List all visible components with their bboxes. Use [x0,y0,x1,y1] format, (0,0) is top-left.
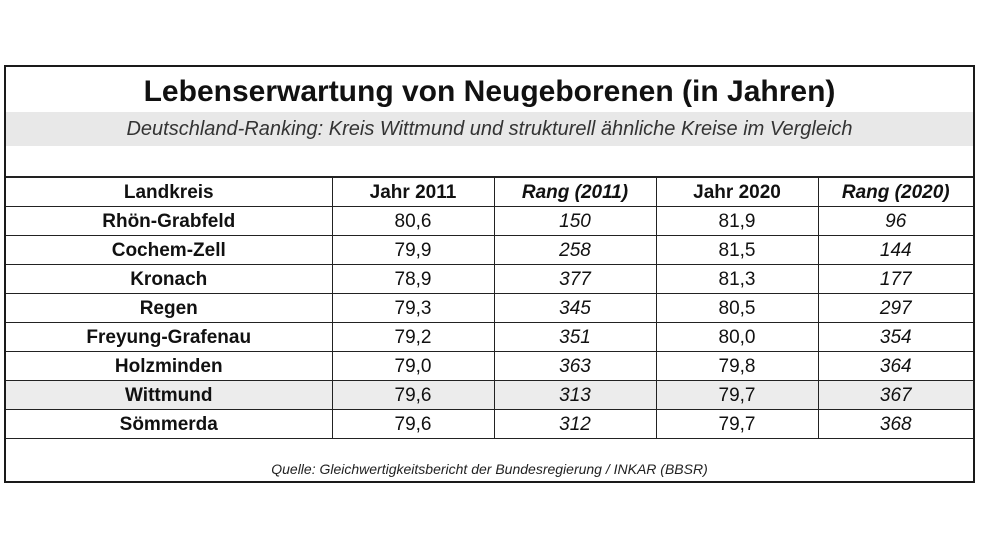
table-row: Regen 79,3 345 80,5 297 [6,293,973,323]
cell-jahr-2011: 78,9 [331,264,495,294]
source-note: Quelle: Gleichwertigkeitsbericht der Bun… [271,461,708,477]
table-row: Kronach 78,9 377 81,3 177 [6,264,973,294]
cell-rang-2020: 144 [817,235,973,265]
table-row: Rhön-Grabfeld 80,6 150 81,9 96 [6,206,973,236]
cell-jahr-2020: 81,9 [655,206,819,236]
cell-jahr-2020: 80,0 [655,322,819,352]
cell-jahr-2020: 80,5 [655,293,819,323]
cell-rang-2020: 177 [817,264,973,294]
table-row: Wittmund 79,6 313 79,7 367 [6,380,973,410]
cell-rang-2011: 351 [493,322,657,352]
column-header-rang-2020: Rang (2020) [817,176,973,207]
cell-rang-2011: 377 [493,264,657,294]
cell-rang-2020: 368 [817,409,973,439]
cell-landkreis: Wittmund [6,380,333,410]
cell-landkreis: Regen [6,293,333,323]
cell-rang-2020: 297 [817,293,973,323]
cell-landkreis: Sömmerda [6,409,333,439]
data-table: Landkreis Jahr 2011 Rang (2011) Jahr 202… [6,176,973,439]
cell-rang-2011: 345 [493,293,657,323]
cell-rang-2011: 313 [493,380,657,410]
table-frame: Lebenserwartung von Neugeborenen (in Jah… [4,65,975,483]
cell-jahr-2011: 79,6 [331,380,495,410]
column-header-landkreis: Landkreis [6,176,333,207]
column-header-rang-2011: Rang (2011) [493,176,657,207]
cell-landkreis: Cochem-Zell [6,235,333,265]
column-header-jahr-2020: Jahr 2020 [655,176,819,207]
cell-rang-2011: 363 [493,351,657,381]
header-row: Landkreis Jahr 2011 Rang (2011) Jahr 202… [6,176,973,207]
cell-rang-2020: 96 [817,206,973,236]
chart-subtitle: Deutschland-Ranking: Kreis Wittmund und … [6,112,973,146]
cell-jahr-2011: 79,3 [331,293,495,323]
table-body: Rhön-Grabfeld 80,6 150 81,9 96 Cochem-Zell 79,… [6,206,973,439]
chart-title: Lebenserwartung von Neugeborenen (in Jah… [143,75,836,108]
cell-jahr-2011: 79,9 [331,235,495,265]
table-row: Cochem-Zell 79,9 258 81,5 144 [6,235,973,265]
cell-rang-2011: 150 [493,206,657,236]
cell-jahr-2011: 79,2 [331,322,495,352]
cell-jahr-2020: 81,5 [655,235,819,265]
cell-landkreis: Holzminden [6,351,333,381]
cell-rang-2011: 258 [493,235,657,265]
cell-jahr-2020: 79,7 [655,409,819,439]
cell-rang-2020: 364 [817,351,973,381]
cell-landkreis: Rhön-Grabfeld [6,206,333,236]
cell-landkreis: Kronach [6,264,333,294]
cell-rang-2020: 367 [817,380,973,410]
cell-jahr-2011: 79,6 [331,409,495,439]
cell-jahr-2020: 79,7 [655,380,819,410]
cell-jahr-2011: 80,6 [331,206,495,236]
column-header-jahr-2011: Jahr 2011 [331,176,495,207]
cell-jahr-2020: 79,8 [655,351,819,381]
cell-landkreis: Freyung-Grafenau [6,322,333,352]
cell-rang-2011: 312 [493,409,657,439]
cell-jahr-2020: 81,3 [655,264,819,294]
cell-rang-2020: 354 [817,322,973,352]
table-row: Freyung-Grafenau 79,2 351 80,0 354 [6,322,973,352]
cell-jahr-2011: 79,0 [331,351,495,381]
table-row: Holzminden 79,0 363 79,8 364 [6,351,973,381]
table-row: Sömmerda 79,6 312 79,7 368 [6,409,973,439]
